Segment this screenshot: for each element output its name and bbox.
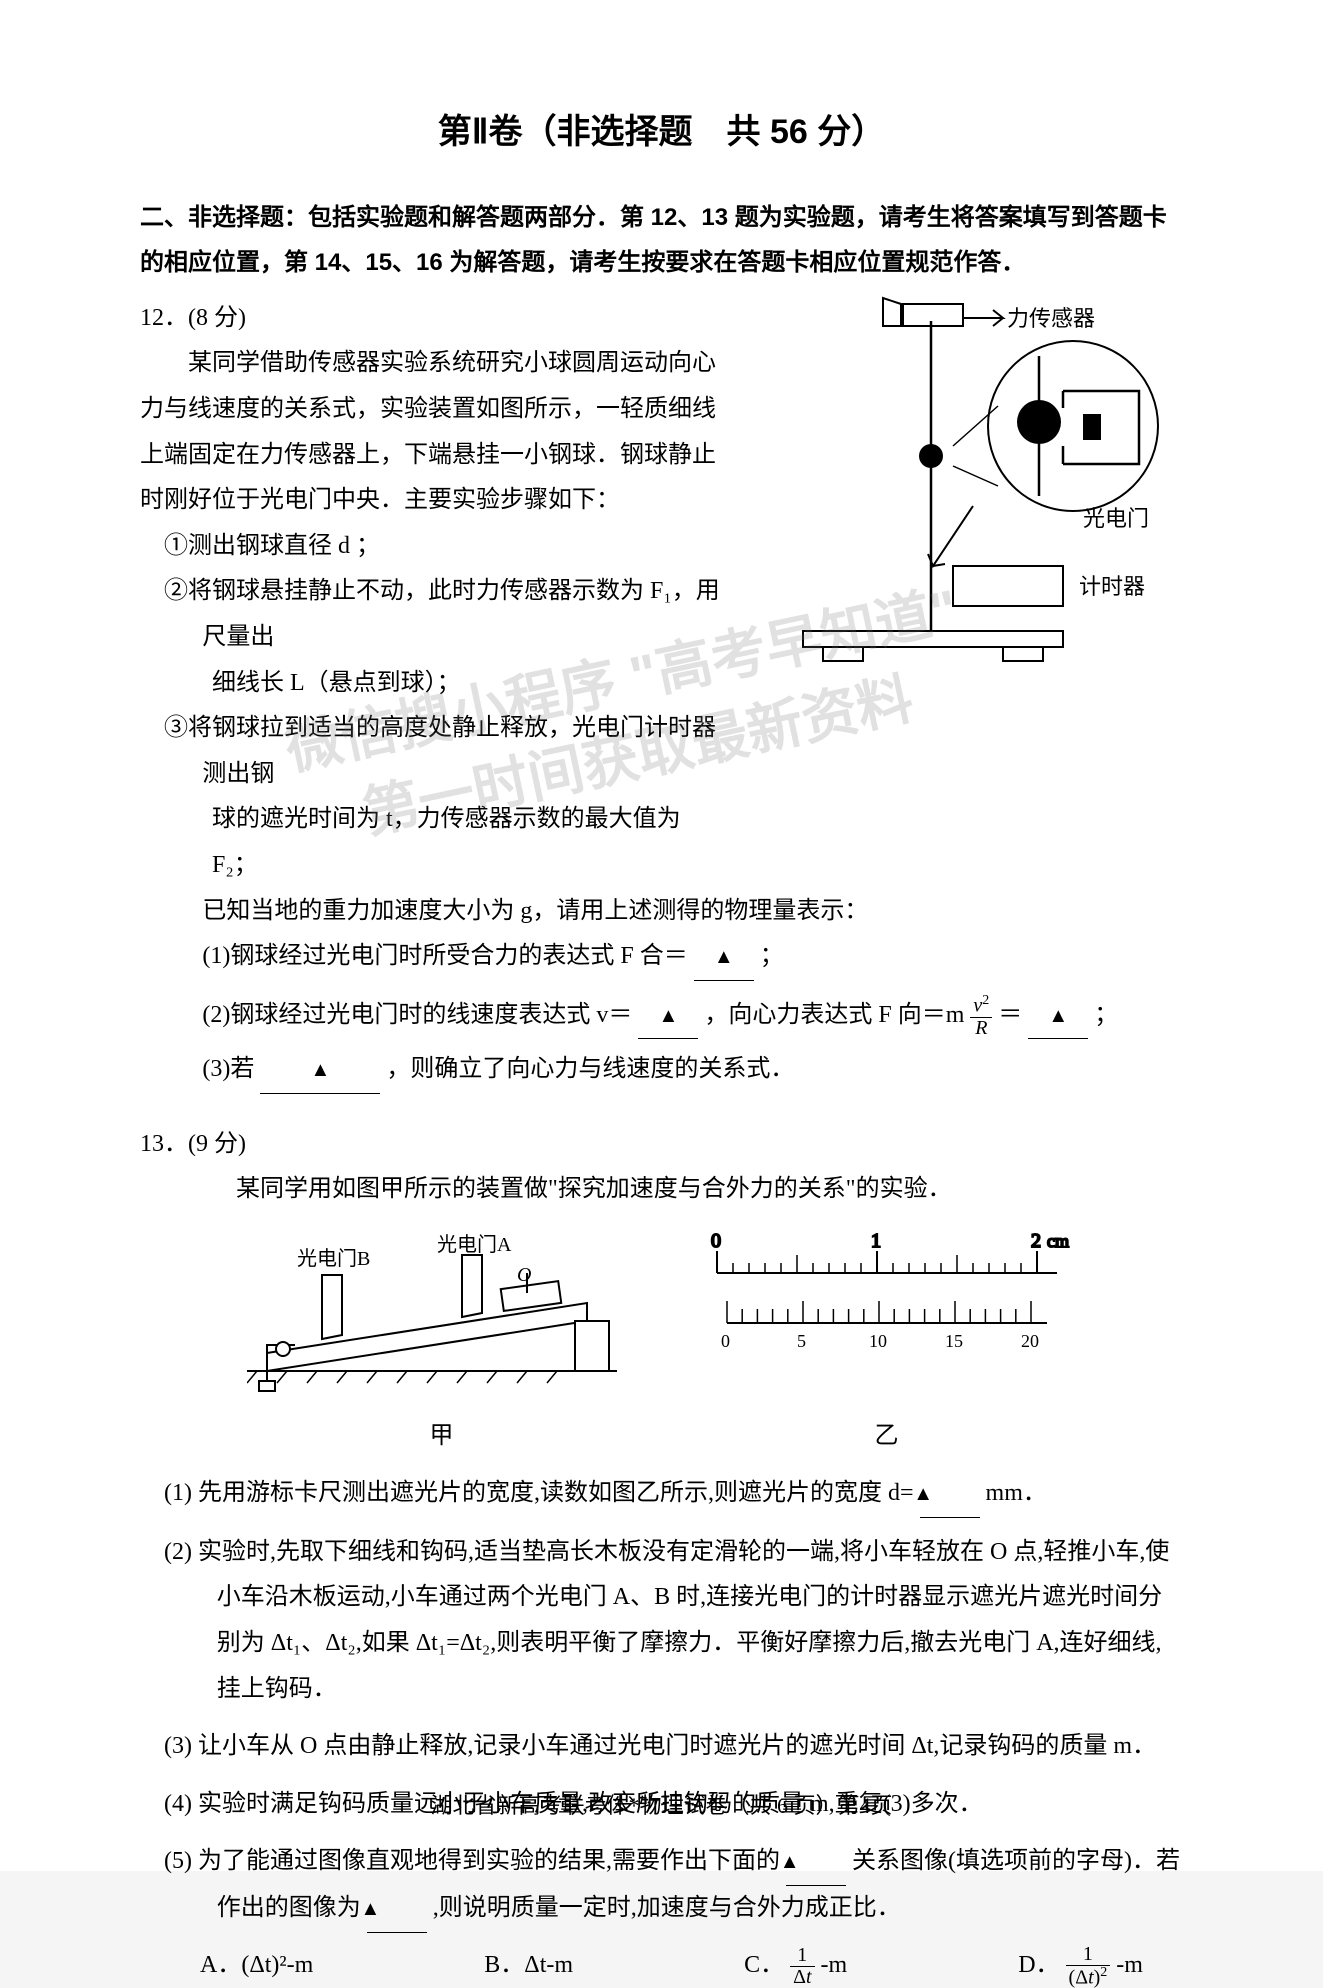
blank: ▲ [1028, 993, 1088, 1040]
blank: ▲ [694, 934, 754, 981]
section-heading: 二、非选择题：包括实验题和解答题两部分．第 12、13 题为实验题，请考生将答案… [140, 195, 1183, 286]
q12-p2-mid: ，向心力表达式 F 向＝m [704, 1002, 964, 1028]
blank: ▲ [367, 1886, 427, 1933]
fraction-v2-R: v2R [970, 994, 992, 1039]
q12-apparatus-diagram: 力传感器 光电门 计时器 [783, 296, 1203, 676]
option-c: C． 1Δt -m [744, 1943, 847, 1988]
svg-text:1: 1 [871, 1233, 881, 1252]
q12-p2-mid2: ＝ [998, 1002, 1022, 1028]
q12-step2b: 细线长 L（悬点到球）； [140, 661, 720, 707]
q12-p2-pre: (2)钢球经过光电门时的线速度表达式 v＝ [202, 1002, 632, 1028]
svg-text:0: 0 [721, 1331, 730, 1351]
svg-text:5: 5 [797, 1331, 806, 1351]
option-a: A．(Δt)²-m [200, 1943, 313, 1988]
svg-text:cm: cm [1047, 1233, 1069, 1251]
q12-intro: 某同学借助传感器实验系统研究小球圆周运动向心力与线速度的关系式，实验装置如图所示… [140, 341, 720, 523]
q12-step3b: 球的遮光时间为 t，力传感器示数的最大值为 F₂； [140, 797, 720, 888]
q13-intro: 某同学用如图甲所示的装置做"探究加速度与合外力的关系"的实验． [140, 1167, 1183, 1213]
q12-p2-post: ； [1094, 1002, 1118, 1028]
q12-step3: ③将钢球拉到适当的高度处静止释放，光电门计时器测出钢 [150, 706, 720, 797]
label-timer: 计时器 [1079, 574, 1145, 599]
q13-part5: (5) 为了能通过图像直观地得到实验的结果,需要作出下面的 ▲ 关系图像(填选项… [140, 1839, 1183, 1932]
q12-part2: (2)钢球经过光电门时的线速度表达式 v＝ ▲ ，向心力表达式 F 向＝m v2… [140, 993, 1183, 1040]
volume-title: 第Ⅱ卷（非选择题 共 56 分） [140, 100, 1183, 165]
q13-options: A．(Δt)²-m B．Δt-m C． 1Δt -m D． 1(Δt)2 -m [140, 1933, 1183, 1988]
page-footer: 湖北省新高考联考体*物理试卷（共 6 页）第4页 [0, 1785, 1323, 1827]
svg-text:2: 2 [1031, 1233, 1041, 1252]
q13-fig-jia: 光电门A 光电门B O [247, 1233, 637, 1459]
q13-part1: (1) 先用游标卡尺测出遮光片的宽度,读数如图乙所示,则遮光片的宽度 d= ▲ … [140, 1471, 1183, 1518]
label-photogate: 光电门 [1083, 506, 1149, 531]
blank: ▲ [260, 1047, 380, 1094]
q12-part3: (3)若 ▲ ，则确立了向心力与线速度的关系式． [140, 1047, 1183, 1094]
label-force-sensor: 力传感器 [1007, 306, 1095, 331]
q12-p1-pre: (1)钢球经过光电门时所受合力的表达式 F 合＝ [202, 943, 687, 969]
svg-text:20: 20 [1021, 1331, 1039, 1351]
svg-text:0: 0 [711, 1233, 721, 1252]
question-12: 12．(8 分) 某同学借助传感器实验系统研究小球圆周运动向心力与线速度的关系式… [140, 296, 1183, 1094]
q12-step1: ①测出钢球直径 d ； [150, 524, 720, 570]
blank: ▲ [920, 1471, 980, 1518]
blank: ▲ [638, 993, 698, 1040]
svg-text:O: O [517, 1264, 531, 1286]
q12-known: 已知当地的重力加速度大小为 g，请用上述测得的物理量表示： [140, 889, 1183, 935]
question-13: 13．(9 分) 某同学用如图甲所示的装置做"探究加速度与合外力的关系"的实验．… [140, 1122, 1183, 1988]
q12-p1-post: ； [760, 943, 784, 969]
q13-part3: (3) 让小车从 O 点由静止释放,记录小车通过光电门时遮光片的遮光时间 Δt,… [140, 1724, 1183, 1770]
q12-step2: ②将钢球悬挂静止不动，此时力传感器示数为 F₁，用尺量出 [150, 569, 720, 660]
option-d: D． 1(Δt)2 -m [1018, 1943, 1143, 1988]
q13-part2: (2) 实验时,先取下细线和钩码,适当垫高长木板没有定滑轮的一端,将小车轻放在 … [140, 1530, 1183, 1712]
option-b: B．Δt-m [484, 1943, 573, 1988]
svg-text:10: 10 [869, 1331, 887, 1351]
q13-number: 13．(9 分) [140, 1122, 1183, 1168]
q12-part1: (1)钢球经过光电门时所受合力的表达式 F 合＝ ▲ ； [140, 934, 1183, 981]
svg-text:光电门A: 光电门A [437, 1233, 512, 1256]
svg-text:光电门B: 光电门B [297, 1247, 370, 1270]
q13-fig-yi: 0 1 2 cm 05 1015 20 乙 [697, 1233, 1077, 1459]
blank: ▲ [786, 1839, 846, 1886]
svg-text:15: 15 [945, 1331, 963, 1351]
q12-p3-post: ，则确立了向心力与线速度的关系式． [386, 1056, 794, 1082]
q12-p3-pre: (3)若 [202, 1056, 254, 1082]
